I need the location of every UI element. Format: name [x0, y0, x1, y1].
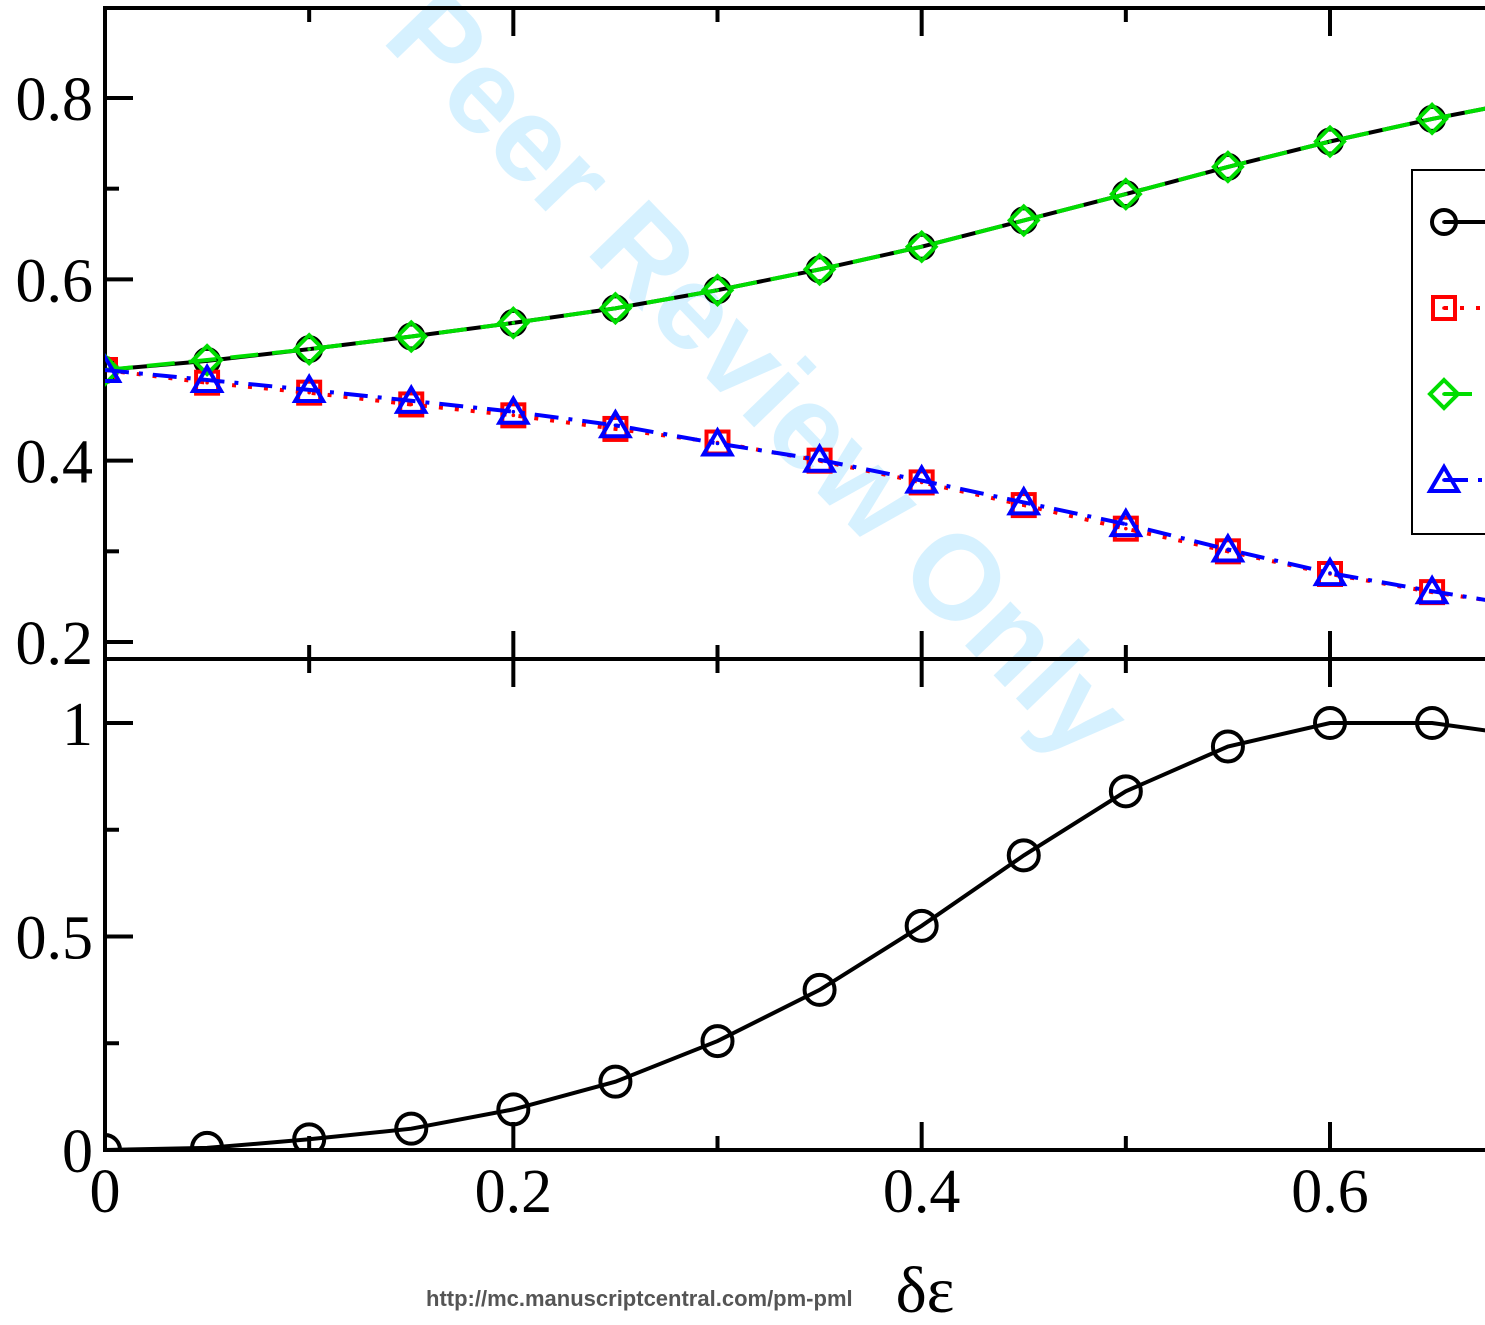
series-3-point-dot: [614, 307, 618, 311]
series-2-point-dot: [512, 414, 516, 418]
series-4-point-dot: [409, 399, 413, 403]
legend-entry-3-marker-dot: [1442, 392, 1446, 396]
y-tick-label: 0.8: [16, 66, 94, 134]
legend-entry-2-marker-dot: [1442, 306, 1446, 310]
series-4-point-dot: [1430, 589, 1434, 593]
series-4-point-dot: [716, 442, 720, 446]
watermark-layer: Peer Review Only: [361, 0, 1157, 783]
legend-entry-4-marker-dot: [1442, 478, 1446, 482]
x-tick-label: 0: [90, 1158, 121, 1226]
series-4-point-dot: [1226, 548, 1230, 552]
series-2-point-dot: [614, 427, 618, 431]
series-3-point-dot: [205, 358, 209, 362]
series-2-point-dot: [1124, 527, 1128, 531]
legend: [1412, 170, 1485, 534]
series-1: [90, 708, 1485, 1165]
series-4-point-dot: [1022, 501, 1026, 505]
bottom-panel: 0 0.5 1 0 0.2 0.4 0.6: [16, 659, 1485, 1226]
watermark-text: Peer Review Only: [361, 0, 1157, 783]
series-3-point-dot: [1022, 219, 1026, 223]
x-tick-label: 0.6: [1291, 1158, 1369, 1226]
series-1-line: [105, 723, 1485, 1150]
y-tick-label: 0.4: [16, 429, 94, 497]
series-4-point-dot: [512, 410, 516, 414]
y-tick-label: 0.5: [16, 905, 94, 973]
series-4-point-dot: [1328, 571, 1332, 575]
series-4-point-dot: [614, 424, 618, 428]
series-3-point-dot: [512, 321, 516, 325]
y-tick-label: 1: [62, 691, 93, 759]
series-3-point-dot: [1328, 140, 1332, 144]
y-tick-label: 0.2: [16, 610, 94, 678]
x-tick-label: 0.4: [883, 1158, 961, 1226]
x-tick-label: 0.2: [475, 1158, 553, 1226]
series-3-point-dot: [920, 245, 924, 249]
series-3-point-dot: [1124, 192, 1128, 196]
series-4-point-dot: [205, 378, 209, 382]
series-3-point-dot: [1430, 117, 1434, 121]
x-axis-title: δε: [896, 1254, 955, 1320]
series-3-point-dot: [818, 268, 822, 272]
footer-url: http://mc.manuscriptcentral.com/pm-pml: [426, 1286, 853, 1311]
series-4-point-dot: [1124, 522, 1128, 526]
legend-entry-1-marker-dot: [1442, 220, 1446, 224]
plot-frame: [105, 659, 1485, 1150]
series-3-point-dot: [716, 288, 720, 292]
series-3-point-dot: [1226, 165, 1230, 169]
series-2-point-dot: [409, 403, 413, 407]
y-tick-label: 0: [62, 1118, 93, 1186]
series-3-point-dot: [409, 335, 413, 339]
series-3-point-dot: [307, 347, 311, 351]
series-4-point-dot: [307, 388, 311, 392]
series-4-point-dot: [920, 479, 924, 483]
series-4-point-dot: [818, 458, 822, 462]
y-tick-label: 0.6: [16, 247, 94, 315]
